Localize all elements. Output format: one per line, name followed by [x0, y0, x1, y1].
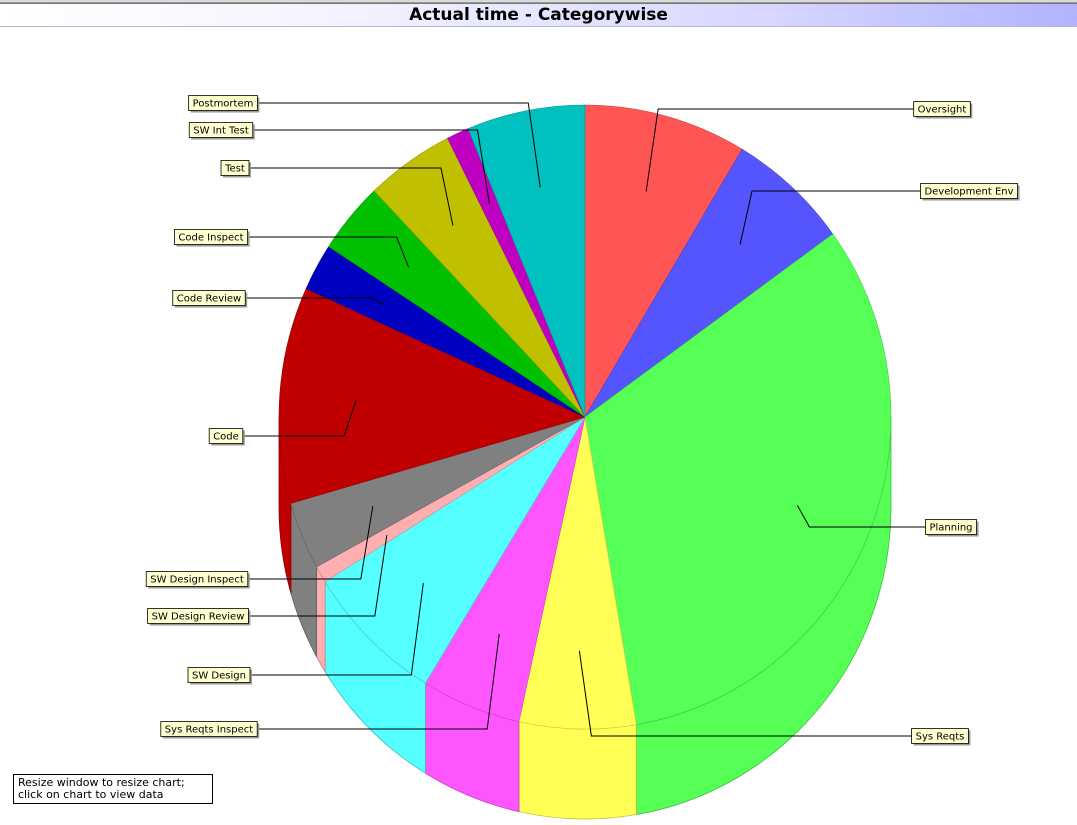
slice-label-sys-reqts: Sys Reqts [916, 732, 965, 743]
slice-label-code-review: Code Review [177, 294, 241, 305]
slice-label-postmortem: Postmortem [193, 99, 254, 110]
slice-label-sw-design: SW Design [192, 671, 246, 682]
label-box-sw-design-inspect [145, 571, 249, 587]
callout-sw-design-review: SW Design Review [147, 534, 388, 626]
title-bar [0, 3, 1077, 27]
callout-postmortem: Postmortem [188, 95, 541, 188]
label-box-code-review [172, 290, 246, 306]
label-box-postmortem [188, 95, 258, 111]
label-box-oversight [913, 101, 971, 117]
label-box-test [220, 160, 250, 176]
label-box-sys-reqts-inspect [160, 721, 258, 737]
pie-slice-sw-design[interactable] [324, 416, 586, 684]
leader-line-planning [797, 505, 926, 528]
pie-slice-development-env[interactable] [584, 148, 834, 418]
pie-slice-postmortem[interactable] [467, 104, 586, 418]
callout-code-inspect: Code Inspect [173, 229, 410, 268]
callout-oversight: Oversight [645, 101, 973, 192]
label-box-sw-int-test [188, 122, 254, 138]
resize-hint: Resize window to resize chart; click on … [13, 774, 213, 804]
label-box-planning [925, 519, 977, 535]
leader-line-oversight [645, 108, 914, 192]
label-box-code [208, 428, 244, 444]
leader-line-sw-int-test [252, 129, 491, 205]
leader-line-code-inspect [247, 236, 410, 268]
callout-sys-reqts: Sys Reqts [578, 650, 971, 746]
slice-label-code-inspect: Code Inspect [178, 233, 243, 244]
leader-line-postmortem [257, 102, 541, 188]
pie-side-layer [278, 416, 892, 820]
slice-label-oversight: Oversight [918, 105, 967, 116]
leader-line-sw-design-inspect [247, 506, 374, 580]
callout-code: Code [208, 400, 357, 446]
slice-label-code: Code [213, 432, 239, 443]
leader-line-sw-design-review [248, 534, 388, 617]
leader-line-code-review [245, 297, 384, 306]
leader-line-code [242, 400, 357, 437]
slice-label-planning: Planning [929, 523, 972, 534]
slice-label-sw-int-test: SW Int Test [193, 126, 249, 137]
leader-line-sw-design [249, 583, 424, 676]
slice-label-sw-design-review: SW Design Review [152, 612, 245, 623]
callout-sw-design-inspect: SW Design Inspect [145, 506, 374, 589]
callout-development-env: Development Env [739, 183, 1020, 245]
callout-layer: Oversight Development Env Planning Sys Reqt… [145, 95, 1020, 746]
pie-slice-code[interactable] [278, 288, 586, 504]
callout-sw-int-test: SW Int Test [188, 122, 491, 205]
window-top-border [0, 0, 1077, 3]
label-box-sw-design-review [147, 608, 249, 624]
leader-line-sys-reqts-inspect [257, 633, 500, 730]
leader-line-test [249, 167, 454, 226]
callout-test: Test [220, 160, 454, 226]
slice-label-sw-design-inspect: SW Design Inspect [150, 575, 244, 586]
slice-label-sys-reqts-inspect: Sys Reqts Inspect [165, 725, 253, 736]
label-box-code-inspect [173, 229, 249, 245]
leader-line-sys-reqts [578, 650, 912, 737]
slice-label-test: Test [224, 164, 245, 175]
callout-sys-reqts-inspect: Sys Reqts Inspect [160, 633, 500, 739]
label-box-development-env [920, 183, 1018, 199]
pie-side-sw-design-review[interactable] [316, 566, 326, 674]
callout-planning: Planning [797, 505, 979, 537]
leader-line-development-env [739, 190, 921, 245]
pie-slice-oversight[interactable] [584, 104, 743, 419]
pie-slice-sys-reqts[interactable] [518, 416, 637, 730]
label-box-sys-reqts [911, 728, 969, 744]
pie-top-layer [278, 104, 892, 730]
callout-code-review: Code Review [172, 290, 384, 308]
pie-slice-planning[interactable] [584, 233, 892, 725]
slice-label-development-env: Development Env [924, 187, 1013, 198]
chart-title: Actual time - Categorywise [409, 5, 668, 25]
label-box-sw-design [187, 667, 251, 683]
callout-sw-design: SW Design [187, 583, 424, 685]
